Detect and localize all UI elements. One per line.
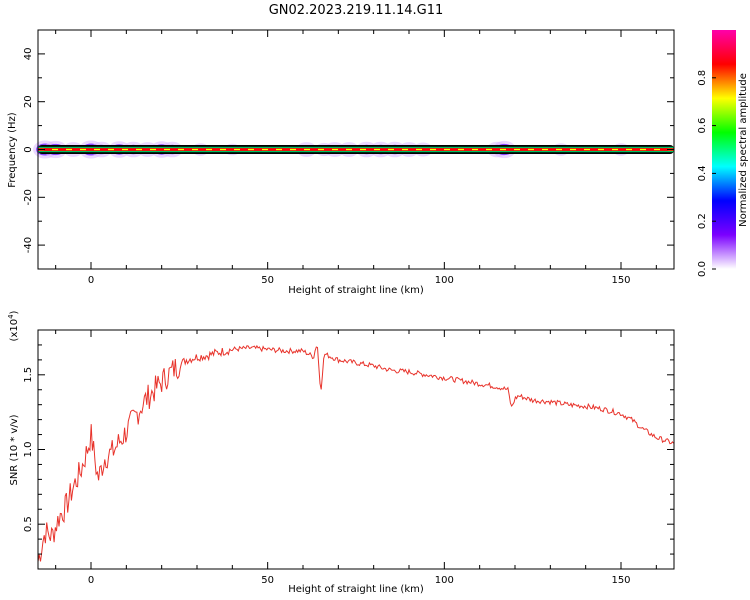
colorbar-tick-label: 0.0	[697, 261, 708, 277]
y-tick-label: 1.5	[23, 367, 34, 383]
y-tick-label: -20	[23, 189, 34, 205]
band-core	[38, 148, 674, 151]
colorbar-gradient	[712, 30, 736, 269]
colorbar: 0.0 0.2 0.4 0.6 0.8 Normalized spectral ampl…	[697, 30, 749, 277]
x-tick-label: 150	[611, 575, 630, 586]
snr-marks	[38, 344, 674, 562]
colorbar-tick-label: 0.8	[697, 70, 708, 86]
snr-series-line	[38, 344, 674, 562]
spectrogram-x-ticks: 0 50 100 150	[55, 30, 657, 286]
y-tick-label: 1.0	[23, 442, 34, 458]
spectrogram-y-ticks: -40 -20 0 20 40	[23, 29, 674, 270]
spectrogram-panel: 0 50 100 150 -40 -20 0 20 40 Height of straight…	[7, 29, 675, 296]
colorbar-label: Normalized spectral amplitude	[738, 73, 749, 227]
spectrogram-xlabel: Height of straight line (km)	[288, 285, 424, 296]
colorbar-tick-label: 0.2	[697, 213, 708, 229]
spectrogram-marks	[33, 140, 674, 159]
snr-xlabel: Height of straight line (km)	[288, 584, 424, 595]
x-tick-label: 50	[261, 275, 274, 286]
snr-ylabel: SNR (10 * v/v)	[9, 414, 20, 485]
snr-frame	[37, 329, 675, 570]
snr-x-ticks: 0 50 100 150	[55, 330, 657, 586]
colorbar-tick-label: 0.4	[697, 165, 708, 181]
snr-y-ticks: 0.5 1.0 1.5	[23, 344, 674, 555]
y-tick-label: 40	[23, 48, 34, 61]
y-tick-label: 0.5	[23, 516, 34, 532]
snr-multiplier: (x104)	[7, 310, 20, 341]
colorbar-ticks: 0.0 0.2 0.4 0.6 0.8	[697, 70, 716, 277]
y-tick-label: -40	[23, 237, 34, 253]
y-tick-label: 0	[23, 146, 34, 152]
x-tick-label: 150	[611, 275, 630, 286]
x-tick-label: 0	[88, 575, 94, 586]
snr-panel: 0 50 100 150 0.5 1.0 1.5 Height of straight l…	[7, 310, 675, 595]
x-tick-label: 100	[435, 275, 454, 286]
colorbar-tick-label: 0.6	[697, 118, 708, 134]
x-tick-label: 50	[261, 575, 274, 586]
y-tick-label: 20	[23, 95, 34, 108]
figure-title: GN02.2023.219.11.14.G11	[269, 3, 444, 18]
x-tick-label: 100	[435, 575, 454, 586]
x-tick-label: 0	[88, 275, 94, 286]
spectrogram-ylabel: Frequency (Hz)	[7, 112, 18, 188]
